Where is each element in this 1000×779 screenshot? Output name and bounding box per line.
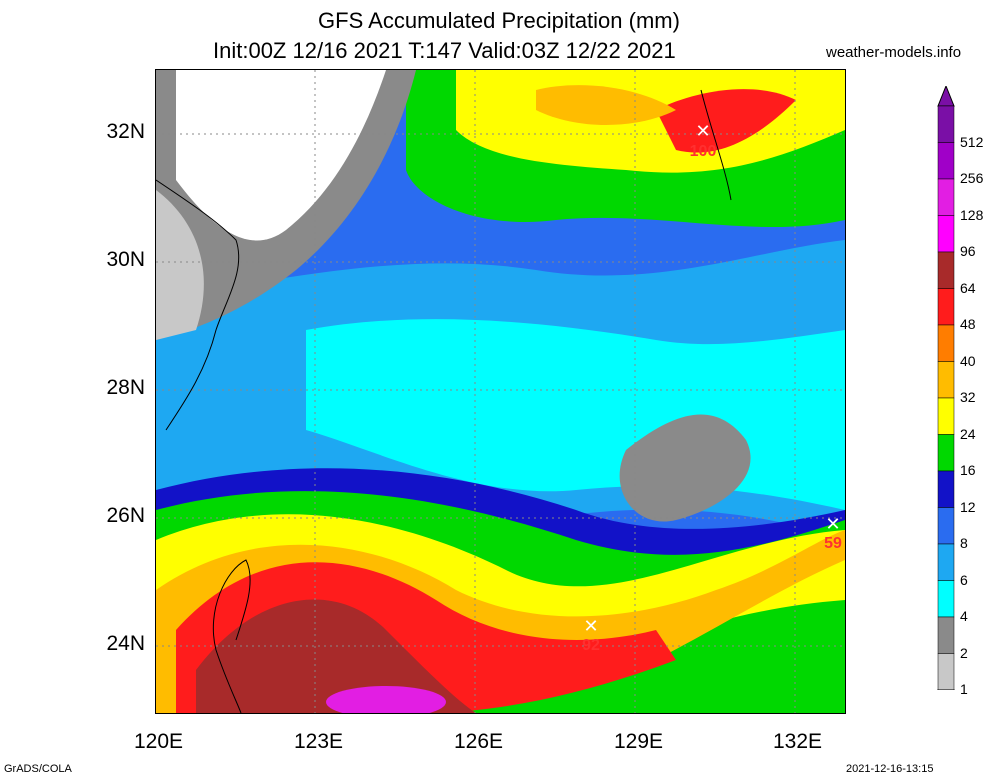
- scale-swatch: [937, 142, 955, 180]
- scale-swatch: [937, 507, 955, 545]
- lon-label: 129E: [614, 730, 664, 753]
- scale-label: 96: [960, 243, 976, 259]
- lat-label: 32N: [106, 120, 145, 143]
- footer-timestamp: 2021-12-16-13:15: [846, 763, 934, 775]
- scale-swatch: [937, 215, 955, 253]
- scale-label: 16: [960, 462, 976, 478]
- max-marker: ✕ 100: [690, 121, 717, 160]
- scale-swatch: [937, 653, 955, 690]
- lon-label: 126E: [454, 730, 504, 753]
- scale-label: 128: [960, 206, 984, 223]
- scale-swatch: [937, 580, 955, 618]
- scale-label: 40: [960, 352, 976, 369]
- precipitation-map: ✕ 100 ✕ 59 ✕ 92: [155, 69, 846, 714]
- scale-label: 6: [960, 571, 968, 588]
- scale-swatch: [937, 324, 955, 362]
- lon-label: 120E: [134, 730, 184, 753]
- lat-label: 26N: [106, 504, 145, 527]
- scale-label: 512: [960, 133, 984, 150]
- scale-swatch: [937, 470, 955, 508]
- lat-label: 30N: [106, 248, 145, 271]
- color-scale: [937, 86, 955, 690]
- max-marker-label: 100: [690, 143, 717, 160]
- max-marker-label: 92: [582, 637, 600, 654]
- scale-swatch: [937, 105, 955, 143]
- lat-label: 24N: [106, 632, 145, 655]
- scale-label: 32: [960, 389, 976, 405]
- scale-swatch: [937, 251, 955, 289]
- scale-swatch: [937, 616, 955, 654]
- max-marker: ✕ 59: [824, 514, 842, 552]
- map-title: GFS Accumulated Precipitation (mm): [318, 8, 680, 33]
- scale-top-arrow: [937, 86, 955, 107]
- scale-label: 24: [960, 425, 976, 442]
- site-credit: weather-models.info: [826, 44, 962, 61]
- scale-label: 48: [960, 316, 976, 332]
- scale-label: 12: [960, 498, 976, 515]
- footer-credit: GrADS/COLA: [4, 763, 72, 775]
- scale-label: 2: [960, 644, 968, 661]
- lon-label: 123E: [294, 730, 344, 753]
- max-marker-label: 59: [824, 535, 842, 552]
- scale-label: 256: [960, 170, 984, 186]
- svg-text:✕: ✕: [695, 121, 710, 141]
- lon-label: 132E: [773, 730, 823, 753]
- scale-swatch: [937, 361, 955, 399]
- scale-label: 8: [960, 535, 968, 551]
- svg-text:✕: ✕: [583, 616, 598, 636]
- map-subtitle: Init:00Z 12/16 2021 T:147 Valid:03Z 12/2…: [213, 38, 676, 63]
- scale-swatch: [937, 288, 955, 326]
- lat-label: 28N: [106, 376, 145, 399]
- svg-text:✕: ✕: [825, 514, 840, 534]
- scale-swatch: [937, 178, 955, 216]
- scale-swatch: [937, 543, 955, 581]
- scale-label: 64: [960, 279, 976, 296]
- scale-swatch: [937, 397, 955, 435]
- max-marker: ✕ 92: [582, 616, 600, 654]
- scale-label: 1: [960, 681, 968, 697]
- scale-swatch: [937, 434, 955, 472]
- scale-label: 4: [960, 608, 968, 624]
